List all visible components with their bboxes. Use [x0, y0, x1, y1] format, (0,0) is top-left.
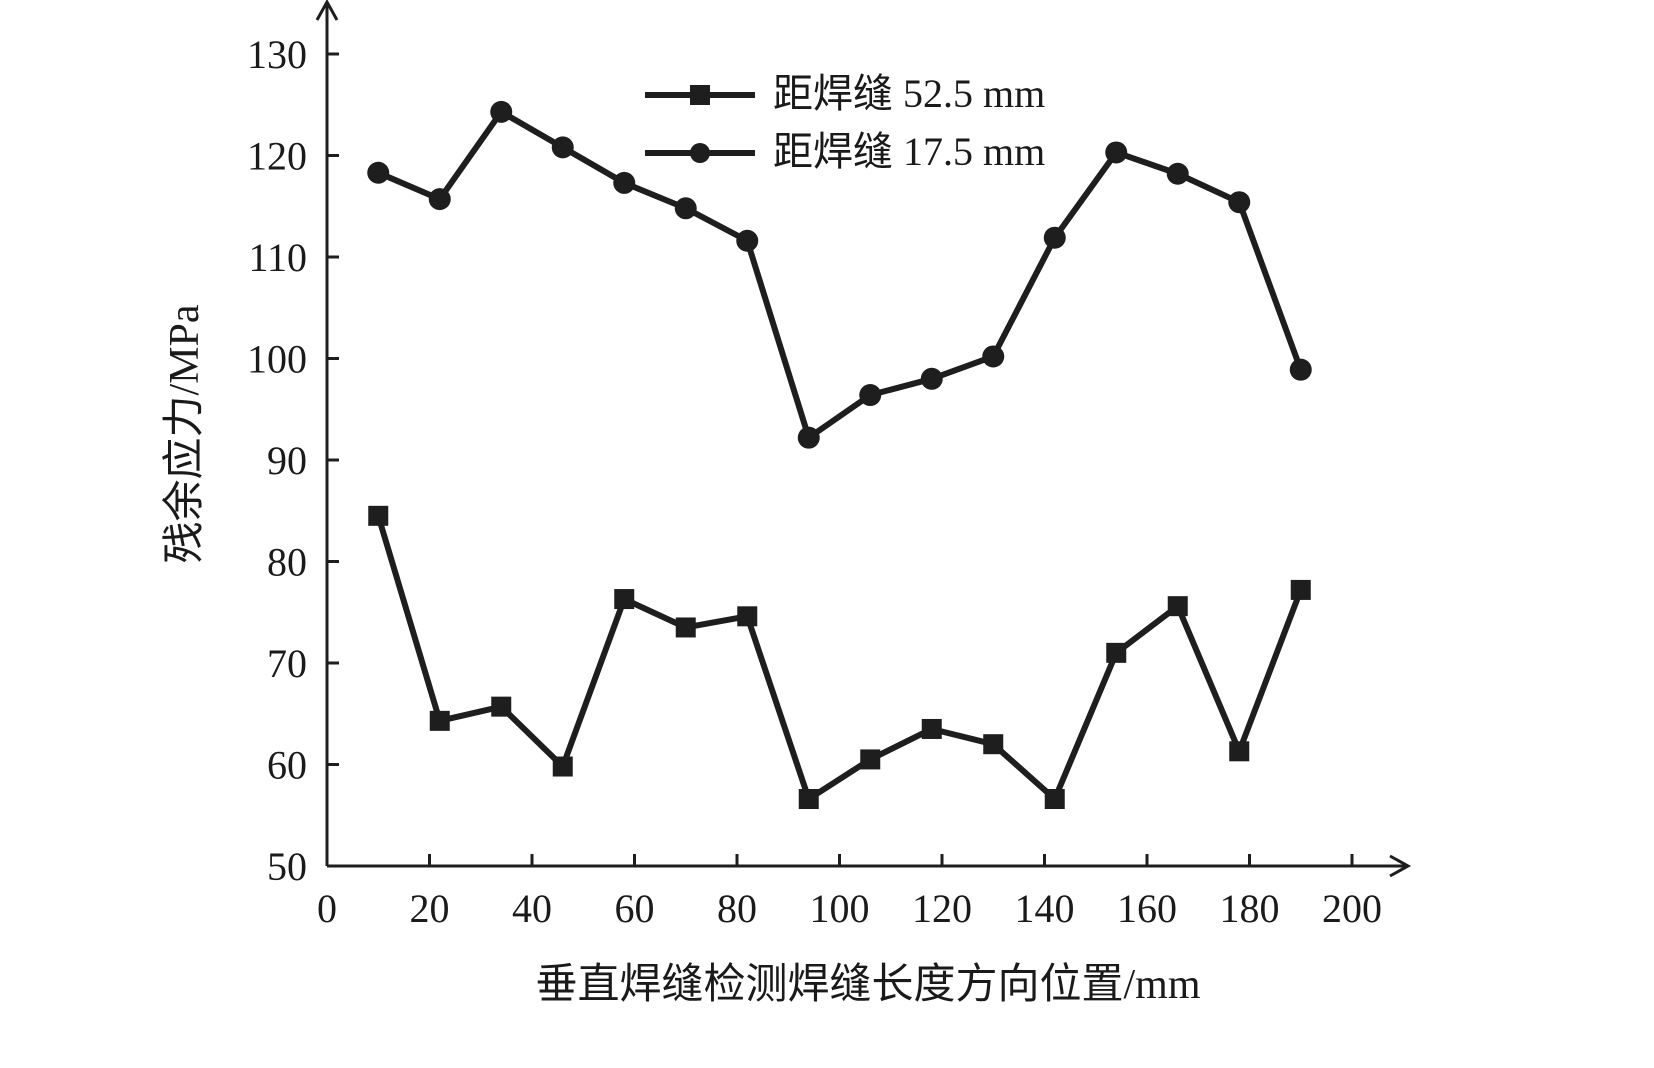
data-point-square [798, 789, 819, 810]
data-point-circle [797, 426, 820, 449]
y-tick-label: 130 [247, 32, 307, 77]
x-tick-label: 60 [615, 886, 655, 931]
series-layer [367, 100, 1312, 810]
x-tick-label: 80 [717, 886, 757, 931]
data-point-circle [428, 188, 451, 211]
y-tick-label: 120 [247, 134, 307, 179]
data-point-circle [1289, 358, 1312, 381]
legend-label-17-5: 距焊缝 17.5 mm [773, 129, 1045, 174]
data-point-circle [1105, 141, 1128, 164]
data-point-square [368, 505, 389, 526]
x-tick-label: 180 [1220, 886, 1280, 931]
data-point-square [737, 606, 758, 627]
legend-circle-marker [690, 143, 710, 163]
y-tick-label: 110 [248, 235, 307, 280]
data-point-square [1106, 642, 1127, 663]
data-point-square [1229, 741, 1250, 762]
legend-label-52-5: 距焊缝 52.5 mm [773, 71, 1045, 116]
y-ticks: 50 60 70 80 90 100 110 120 130 [247, 32, 339, 889]
data-point-square [1167, 596, 1188, 617]
data-point-circle [490, 100, 513, 123]
data-point-square [429, 710, 450, 731]
data-point-square [1290, 579, 1311, 600]
y-tick-label: 100 [247, 337, 307, 382]
data-point-circle [674, 197, 697, 220]
data-point-square [614, 589, 635, 610]
legend: 距焊缝 52.5 mm 距焊缝 17.5 mm [645, 71, 1045, 174]
x-ticks: 0 20 40 60 80 100 120 140 160 180 200 [317, 854, 1382, 931]
data-point-circle [613, 171, 636, 194]
data-point-circle [736, 229, 759, 252]
series-52-5 [368, 505, 1311, 810]
x-tick-label: 160 [1117, 886, 1177, 931]
data-point-circle [859, 384, 882, 407]
axes [315, 0, 1412, 878]
data-point-circle [1228, 191, 1251, 214]
x-tick-label: 40 [512, 886, 552, 931]
y-tick-label: 80 [267, 540, 307, 585]
y-tick-label: 90 [267, 438, 307, 483]
data-point-square [860, 749, 881, 770]
data-point-circle [982, 345, 1005, 368]
x-tick-label: 120 [912, 886, 972, 931]
x-tick-label: 140 [1015, 886, 1075, 931]
series-17-5-line [375, 108, 1304, 441]
x-axis-arrow [1389, 854, 1412, 878]
data-point-circle [920, 367, 943, 390]
x-tick-label: 100 [810, 886, 870, 931]
data-point-square [1044, 789, 1065, 810]
x-tick-label: 20 [410, 886, 450, 931]
x-axis-title: 垂直焊缝检测焊缝长度方向位置/mm [535, 961, 1200, 1008]
legend-item-52-5: 距焊缝 52.5 mm [645, 71, 1045, 116]
data-point-circle [367, 161, 390, 184]
y-tick-label: 60 [267, 743, 307, 788]
data-point-circle [1166, 162, 1189, 185]
data-point-square [675, 617, 696, 638]
series-17-5 [367, 100, 1312, 449]
data-point-circle [1043, 226, 1066, 249]
legend-item-17-5: 距焊缝 17.5 mm [645, 129, 1045, 174]
y-tick-label: 70 [267, 641, 307, 686]
x-tick-label: 0 [317, 886, 337, 931]
data-point-circle [551, 136, 574, 159]
data-point-square [552, 756, 573, 777]
data-point-square [921, 718, 942, 739]
x-tick-label: 200 [1322, 886, 1382, 931]
y-tick-label: 50 [267, 844, 307, 889]
data-point-square [983, 734, 1004, 755]
y-axis-arrow [315, 0, 339, 21]
data-point-square [491, 696, 512, 717]
y-axis-title: 残余应力/MPa [161, 304, 208, 563]
legend-square-marker [690, 85, 710, 105]
series-52-5-line [375, 512, 1304, 803]
